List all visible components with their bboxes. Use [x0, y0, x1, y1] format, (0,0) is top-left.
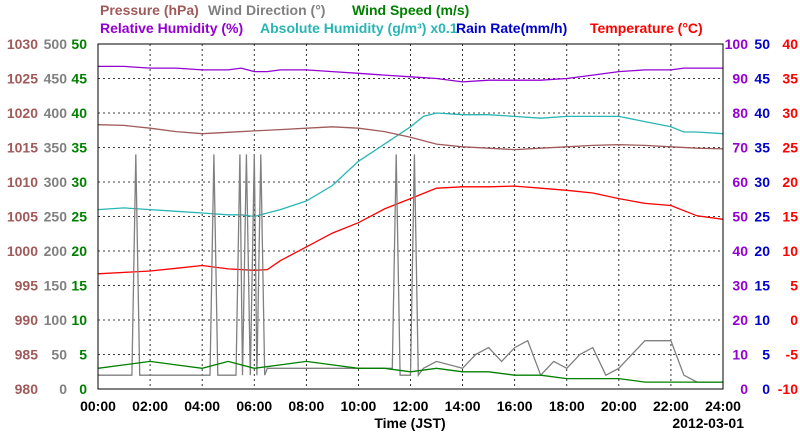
y-tick-label-relative-humidity: 40 [732, 243, 748, 259]
y-tick-label-wind-speed: 0 [79, 381, 87, 397]
y-tick-label-wind-direction: 0 [59, 381, 67, 397]
x-tick-label: 14:00 [445, 398, 481, 414]
y-tick-label-pressure: 1030 [7, 36, 38, 52]
y-tick-label-relative-humidity: 90 [732, 71, 748, 87]
y-tick-label-rain-rate: 25 [754, 209, 770, 225]
y-tick-label-wind-direction: 50 [51, 347, 67, 363]
y-tick-label-pressure: 1010 [7, 174, 38, 190]
y-tick-label-wind-direction: 100 [44, 312, 68, 328]
legend-wind-direction: Wind Direction (°) [208, 2, 325, 18]
y-tick-label-pressure: 980 [15, 381, 39, 397]
y-tick-label-wind-speed: 15 [71, 278, 87, 294]
y-tick-label-wind-direction: 350 [44, 140, 68, 156]
y-tick-label-wind-speed: 35 [71, 140, 87, 156]
y-tick-label-rain-rate: 40 [754, 105, 770, 121]
y-tick-label-temperature: 5 [790, 278, 798, 294]
legend-absolute-humidity: Absolute Humidity (g/m³) x0.1 [260, 20, 458, 36]
y-tick-label-pressure: 1025 [7, 71, 38, 87]
y-tick-label-temperature: -5 [786, 347, 799, 363]
legend-relative-humidity: Relative Humidity (%) [100, 20, 243, 36]
y-tick-label-temperature: 25 [782, 140, 798, 156]
y-tick-label-temperature: 0 [790, 312, 798, 328]
series-line-wind-speed-m-s [97, 360, 723, 383]
y-tick-label-wind-speed: 40 [71, 105, 87, 121]
series-line-pressure-hpa [97, 124, 724, 151]
y-tick-label-pressure: 1020 [7, 105, 38, 121]
x-tick-label: 02:00 [132, 398, 168, 414]
series-lines [97, 65, 724, 383]
y-tick-label-wind-direction: 250 [44, 209, 68, 225]
y-tick-label-rain-rate: 45 [754, 71, 770, 87]
y-tick-label-rain-rate: 30 [754, 174, 770, 190]
y-tick-label-relative-humidity: 80 [732, 105, 748, 121]
x-tick-label: 22:00 [653, 398, 689, 414]
y-tick-label-pressure: 990 [15, 312, 39, 328]
series-line-wind-direction [98, 154, 723, 383]
y-tick-label-rain-rate: 10 [754, 312, 770, 328]
grid [98, 44, 723, 389]
series-line-absolute-humidity-g-m-x [97, 112, 724, 218]
y-tick-label-wind-speed: 5 [79, 347, 87, 363]
y-tick-label-wind-speed: 25 [71, 209, 87, 225]
y-tick-label-rain-rate: 20 [754, 243, 770, 259]
y-tick-label-relative-humidity: 30 [732, 278, 748, 294]
y-tick-label-wind-direction: 150 [44, 278, 68, 294]
x-tick-label: 06:00 [236, 398, 272, 414]
y-tick-label-relative-humidity: 70 [732, 140, 748, 156]
y-tick-label-rain-rate: 35 [754, 140, 770, 156]
date-label: 2012-03-01 [672, 415, 744, 431]
y-tick-label-temperature: 40 [782, 36, 798, 52]
y-tick-label-wind-speed: 45 [71, 71, 87, 87]
y-tick-label-rain-rate: 0 [762, 381, 770, 397]
y-tick-label-wind-direction: 300 [44, 174, 68, 190]
y-tick-label-temperature: 35 [782, 71, 798, 87]
y-tick-label-rain-rate: 5 [762, 347, 770, 363]
tick-labels: 9809859909951000100510101015102010251030… [7, 36, 798, 414]
y-tick-label-relative-humidity: 100 [725, 36, 749, 52]
y-tick-label-relative-humidity: 10 [732, 347, 748, 363]
x-tick-label: 16:00 [497, 398, 533, 414]
y-tick-label-pressure: 1005 [7, 209, 38, 225]
y-tick-label-wind-speed: 50 [71, 36, 87, 52]
legend-rain-rate: Rain Rate(mm/h) [456, 20, 567, 36]
y-tick-label-rain-rate: 50 [754, 36, 770, 52]
y-tick-label-temperature: -10 [778, 381, 798, 397]
x-axis-label: Time (JST) [374, 415, 445, 431]
series-line-relative-humidity [98, 65, 723, 83]
plot-frame [97, 43, 724, 390]
y-tick-label-temperature: 20 [782, 174, 798, 190]
y-tick-label-pressure: 1000 [7, 243, 38, 259]
x-tick-label: 24:00 [705, 398, 741, 414]
x-tick-label: 08:00 [288, 398, 324, 414]
y-tick-label-wind-speed: 30 [71, 174, 87, 190]
x-tick-label: 18:00 [549, 398, 585, 414]
y-tick-label-relative-humidity: 20 [732, 312, 748, 328]
legend: Pressure (hPa) Wind Direction (°) Wind S… [100, 2, 703, 36]
x-tick-label: 04:00 [184, 398, 220, 414]
y-tick-label-relative-humidity: 60 [732, 174, 748, 190]
x-tick-label: 10:00 [341, 398, 377, 414]
y-tick-label-pressure: 985 [15, 347, 39, 363]
y-tick-label-pressure: 1015 [7, 140, 38, 156]
y-tick-label-rain-rate: 15 [754, 278, 770, 294]
y-tick-label-wind-direction: 200 [44, 243, 68, 259]
x-tick-label: 12:00 [393, 398, 429, 414]
y-tick-label-relative-humidity: 0 [740, 381, 748, 397]
y-tick-label-wind-direction: 400 [44, 105, 68, 121]
legend-wind-speed: Wind Speed (m/s) [352, 2, 469, 18]
y-tick-label-wind-direction: 450 [44, 71, 68, 87]
y-tick-label-temperature: 30 [782, 105, 798, 121]
y-tick-label-wind-speed: 20 [71, 243, 87, 259]
y-tick-label-temperature: 10 [782, 243, 798, 259]
y-tick-label-wind-direction: 500 [44, 36, 68, 52]
legend-temperature: Temperature (°C) [590, 20, 703, 36]
y-tick-label-pressure: 995 [15, 278, 39, 294]
y-tick-label-temperature: 15 [782, 209, 798, 225]
x-tick-label: 00:00 [80, 398, 116, 414]
x-tick-label: 20:00 [601, 398, 637, 414]
y-tick-label-relative-humidity: 50 [732, 209, 748, 225]
legend-pressure: Pressure (hPa) [100, 2, 199, 18]
y-tick-label-wind-speed: 10 [71, 312, 87, 328]
